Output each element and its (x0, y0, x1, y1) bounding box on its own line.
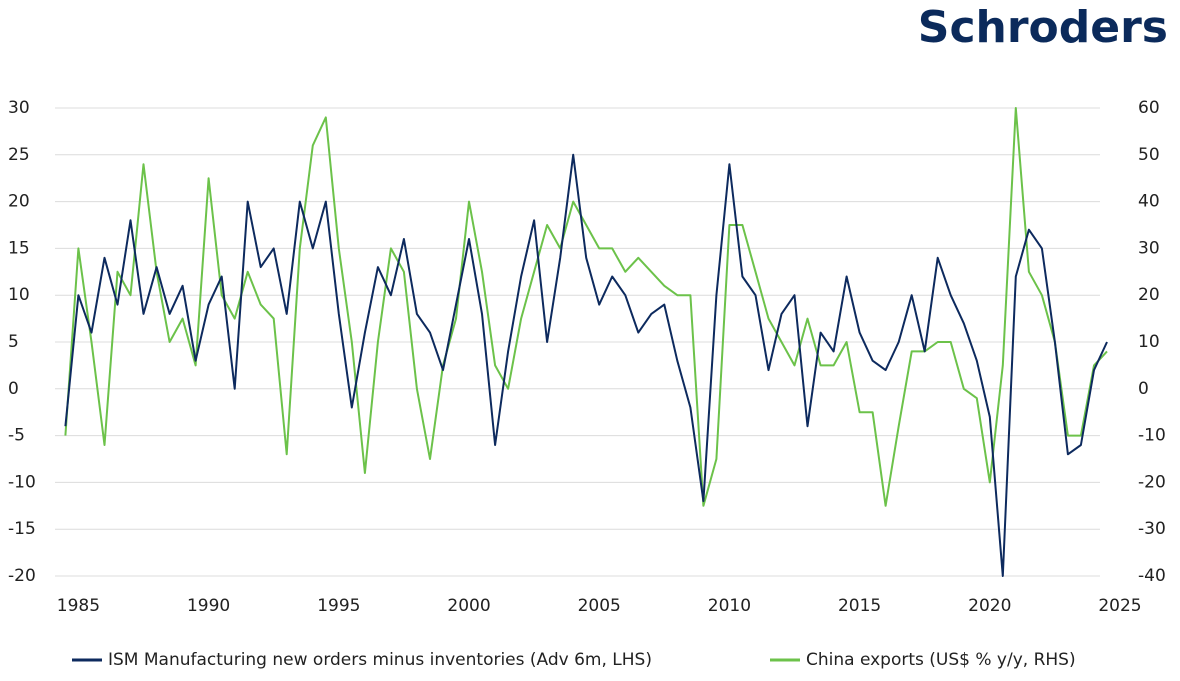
y-tick-label: -15 (8, 519, 36, 539)
x-tick-label: 2015 (838, 596, 881, 616)
y-tick-label: 5 (8, 332, 19, 352)
y-tick-label: -10 (8, 472, 36, 492)
y-tick-label: 10 (8, 285, 30, 305)
y2-tick-label: 30 (1138, 238, 1160, 258)
x-tick-label: 1995 (317, 596, 360, 616)
x-tick-label: 2010 (708, 596, 751, 616)
y-tick-label: 15 (8, 238, 30, 258)
y2-tick-label: -30 (1138, 519, 1166, 539)
y-tick-label: -20 (8, 566, 36, 586)
y-tick-label: -5 (8, 426, 25, 446)
x-tick-label: 2000 (447, 596, 490, 616)
y2-tick-label: 20 (1138, 285, 1160, 305)
legend-label: ISM Manufacturing new orders minus inven… (108, 650, 652, 670)
x-tick-label: 2005 (578, 596, 621, 616)
y-tick-label: 0 (8, 379, 19, 399)
y2-tick-label: 0 (1138, 379, 1149, 399)
x-tick-label: 1985 (57, 596, 100, 616)
brand-logo: Schroders (918, 2, 1168, 53)
y2-tick-label: 60 (1138, 98, 1160, 118)
y2-tick-label: -40 (1138, 566, 1166, 586)
y2-tick-label: 50 (1138, 145, 1160, 165)
y2-tick-label: 40 (1138, 192, 1160, 212)
x-tick-label: 2020 (968, 596, 1011, 616)
y-tick-label: 25 (8, 145, 30, 165)
y-tick-label: 20 (8, 192, 30, 212)
x-tick-label: 1990 (187, 596, 230, 616)
y2-tick-label: 10 (1138, 332, 1160, 352)
series-line (64, 107, 1108, 507)
y-tick-label: 30 (8, 98, 30, 118)
legend-label: China exports (US$ % y/y, RHS) (806, 650, 1076, 670)
series-line (64, 153, 1108, 577)
x-tick-label: 2025 (1098, 596, 1141, 616)
y2-tick-label: -10 (1138, 426, 1166, 446)
y2-tick-label: -20 (1138, 472, 1166, 492)
